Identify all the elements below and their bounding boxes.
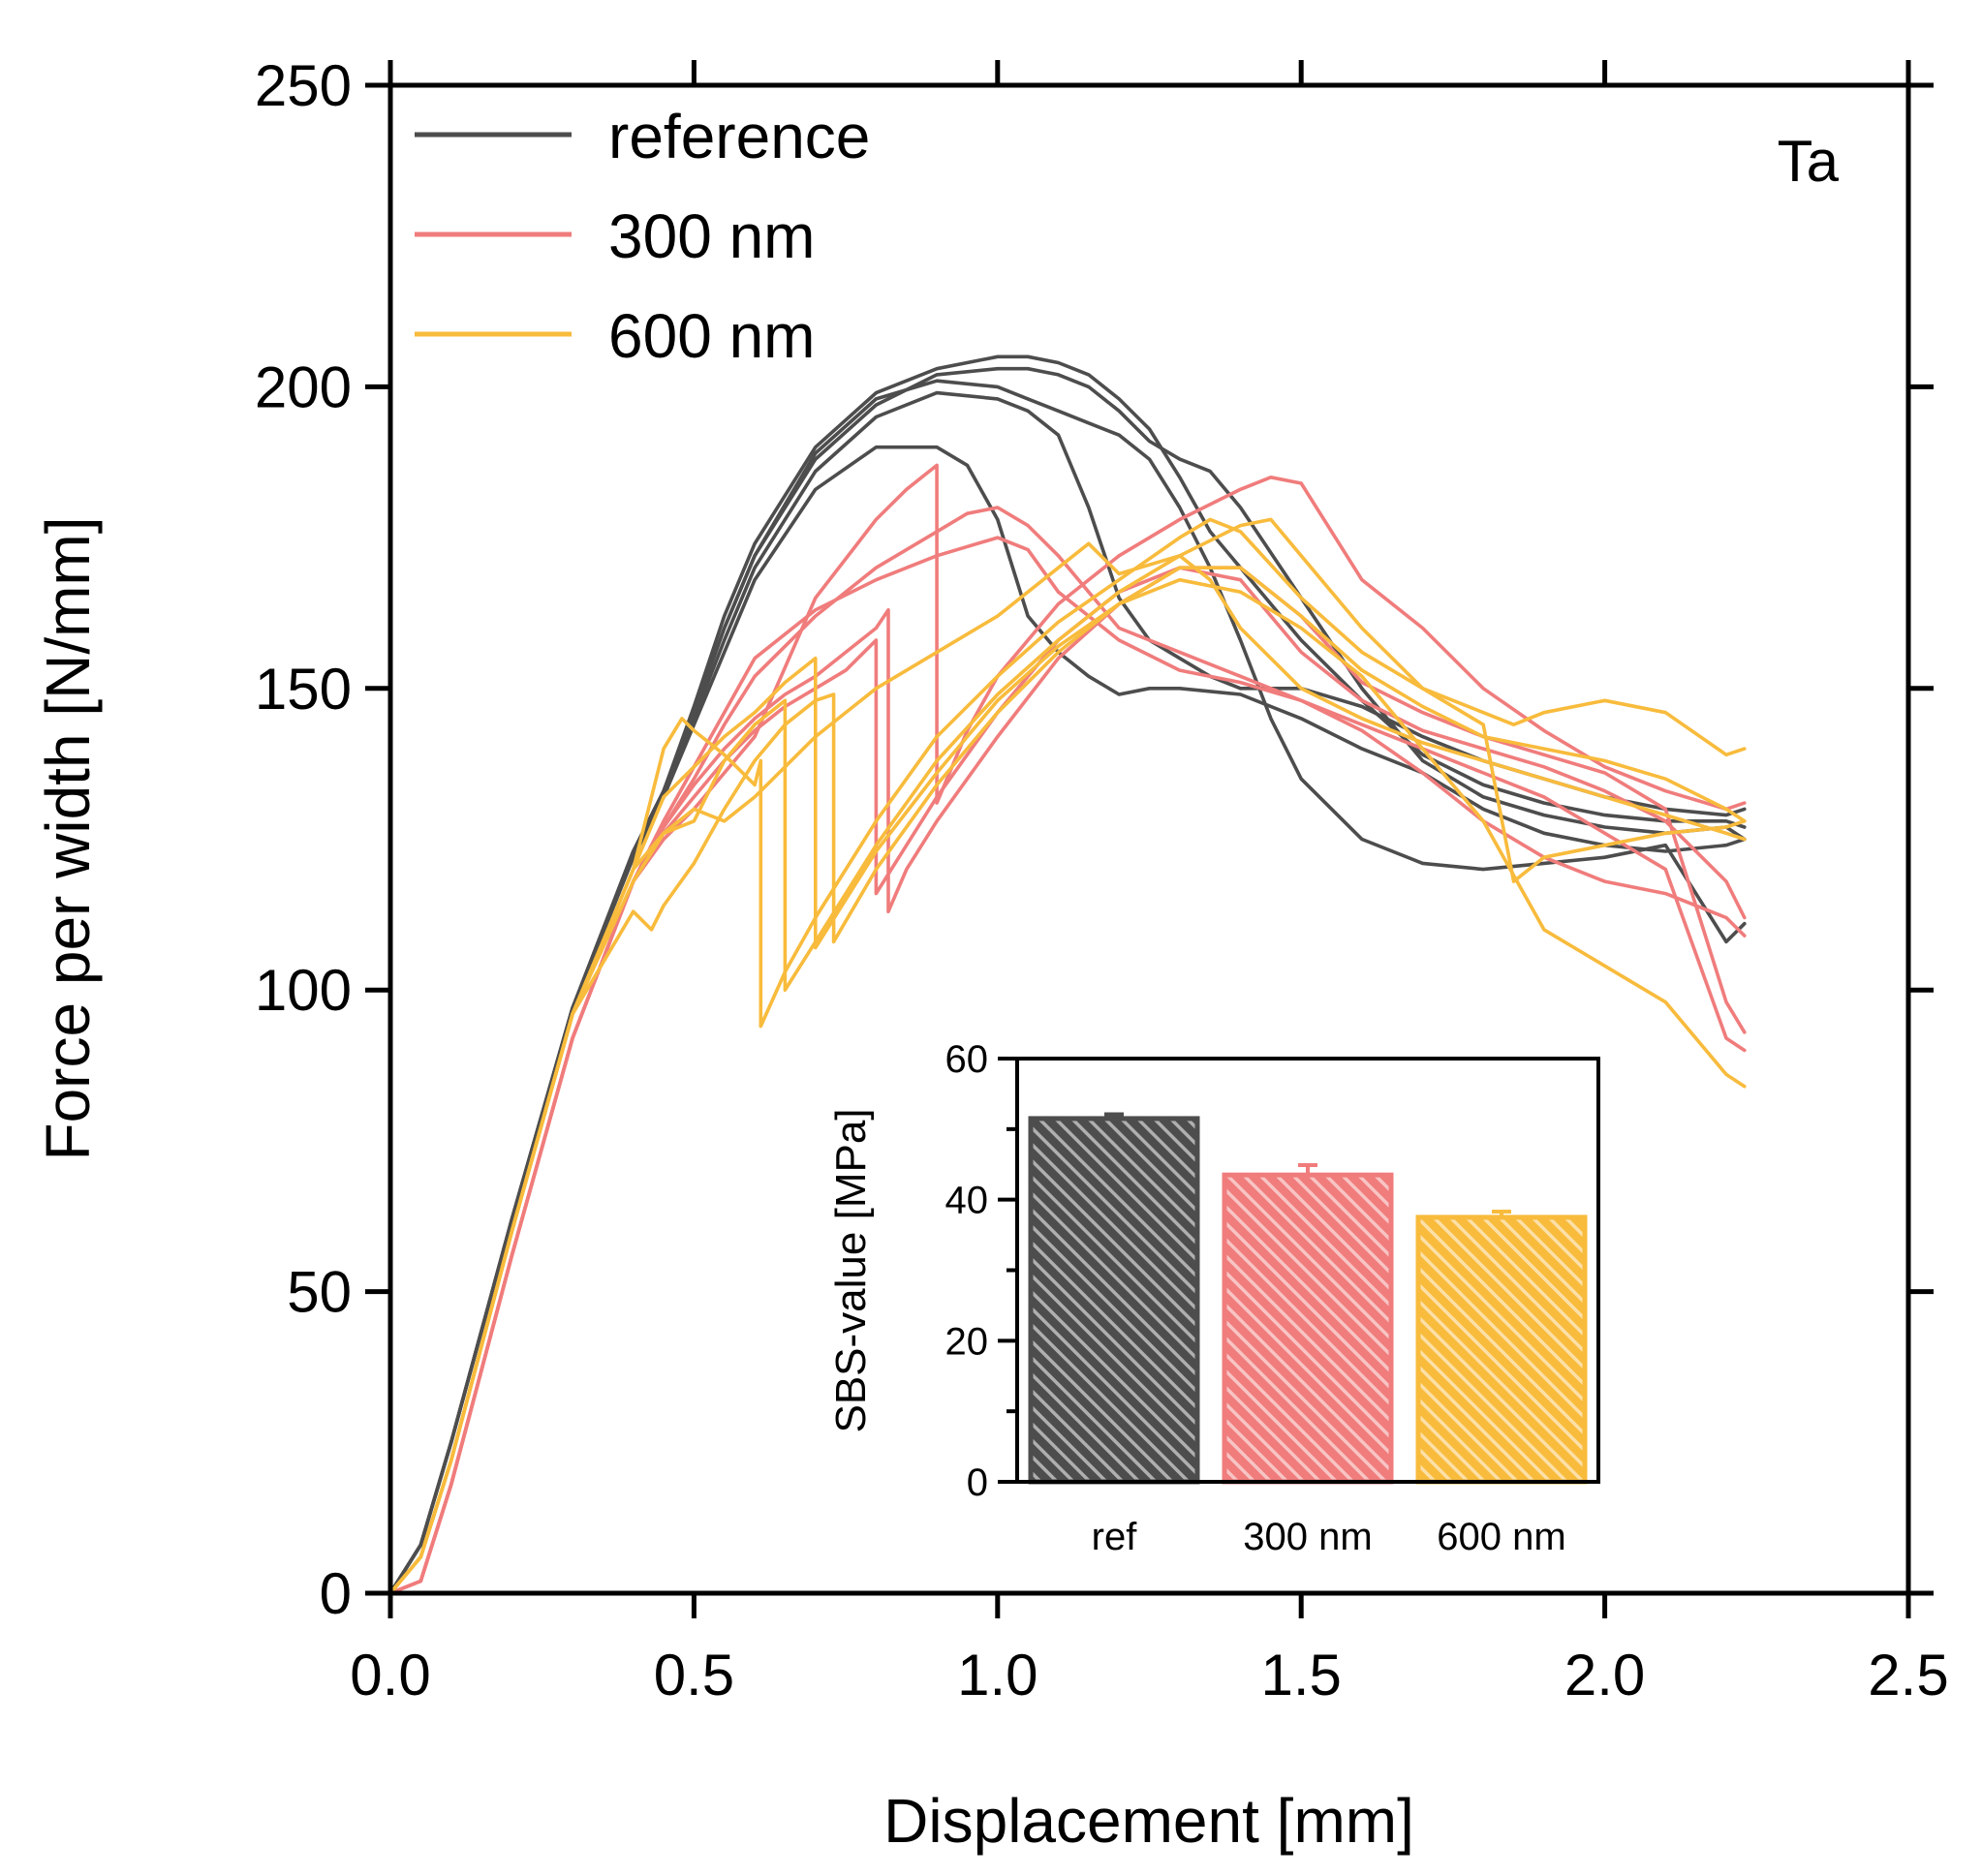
plot-frame [387,82,1911,1596]
x-tick-label: 1.0 [957,1643,1037,1707]
y-tick-label: 50 [287,1260,352,1325]
inset-bar-ref [1028,1116,1200,1485]
inset-y-axis-title: SBS-value [MPa] [827,1108,875,1432]
series-line-reference-1 [388,366,1747,1595]
y-tick-label: 150 [255,657,352,722]
y-tick-label: 200 [255,354,352,419]
legend-label-300nm: 300 nm [608,201,815,271]
inset-y-tick-label: 40 [945,1180,989,1222]
inset-category-label: 600 nm [1437,1516,1565,1558]
x-tick-label: 1.5 [1260,1643,1341,1707]
y-tick-label: 100 [255,958,352,1023]
inset-bars: ref 300 nm 600 nm [1028,1112,1588,1558]
series-line-600nm-10 [388,517,1747,1595]
inset-category-label: 300 nm [1243,1516,1372,1558]
x-tick-label: 0.5 [654,1643,734,1707]
inset-y-tick-label: 20 [945,1320,989,1363]
x-tick-label: 2.0 [1564,1643,1645,1707]
curves-layer [388,354,1747,1595]
y-tick-label: 250 [255,53,352,118]
inset-y-tick-label: 0 [967,1461,988,1504]
series-line-600nm-12 [388,577,1747,1595]
inset-bar-300nm [1222,1172,1394,1485]
y-tick-label: 0 [320,1561,352,1626]
panel-label: Ta [1778,129,1840,194]
inset-axis-ticks: 0 20 40 60 [945,1038,1017,1504]
x-tick-label: 0.0 [350,1643,430,1707]
x-tick-label: 2.5 [1868,1643,1948,1707]
inset-chart: ref 300 nm 600 nm 0 20 40 60 SBS-value [MPa] [827,1038,1600,1558]
inset-category-label: ref [1092,1516,1138,1558]
series-line-600nm-11 [388,517,1747,1595]
series-line-600nm-13 [388,566,1747,1595]
legend: reference 300 nm 600 nm [415,102,870,371]
inset-y-tick-label: 60 [945,1038,989,1081]
axis-ticks [365,60,1934,1618]
legend-label-600nm: 600 nm [608,301,815,371]
x-axis-title: Displacement [mm] [883,1786,1414,1856]
legend-label-reference: reference [608,102,870,171]
inset-bar-600nm [1415,1215,1588,1485]
y-axis-title: Force per width [N/mm] [33,516,103,1160]
series-line-600nm-14 [388,541,1747,1595]
